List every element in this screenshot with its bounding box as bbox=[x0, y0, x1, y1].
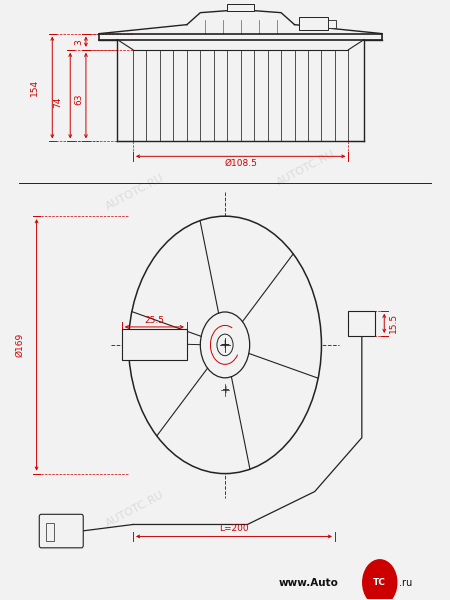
Text: TC: TC bbox=[374, 578, 386, 587]
Circle shape bbox=[363, 560, 397, 600]
Circle shape bbox=[200, 312, 250, 378]
Bar bbox=[328, 20, 336, 28]
Text: AUTOTC.RU: AUTOTC.RU bbox=[248, 328, 310, 367]
Text: AUTOTC.RU: AUTOTC.RU bbox=[104, 173, 166, 212]
Circle shape bbox=[217, 334, 233, 356]
Text: .ru: .ru bbox=[399, 578, 412, 587]
Text: 154: 154 bbox=[30, 79, 39, 96]
Text: www.Auto: www.Auto bbox=[279, 578, 339, 587]
Text: 25.5: 25.5 bbox=[144, 316, 165, 325]
Bar bbox=[299, 17, 328, 30]
Text: AUTOTC.RU: AUTOTC.RU bbox=[275, 149, 337, 188]
Circle shape bbox=[129, 216, 321, 473]
Bar bbox=[348, 311, 375, 336]
Text: +: + bbox=[220, 338, 230, 352]
Text: AUTOTC.RU: AUTOTC.RU bbox=[104, 490, 166, 529]
Bar bbox=[227, 4, 254, 11]
Text: L=200: L=200 bbox=[219, 524, 249, 533]
Bar bbox=[45, 523, 54, 541]
Text: Ø169: Ø169 bbox=[15, 333, 24, 357]
FancyBboxPatch shape bbox=[39, 514, 83, 548]
Text: Ø108.5: Ø108.5 bbox=[224, 159, 257, 168]
Bar bbox=[122, 329, 187, 360]
Text: +: + bbox=[221, 385, 229, 395]
Text: 63: 63 bbox=[75, 94, 84, 105]
Text: 3: 3 bbox=[75, 39, 84, 45]
Text: 74: 74 bbox=[54, 97, 63, 108]
Text: 15.5: 15.5 bbox=[389, 313, 398, 334]
